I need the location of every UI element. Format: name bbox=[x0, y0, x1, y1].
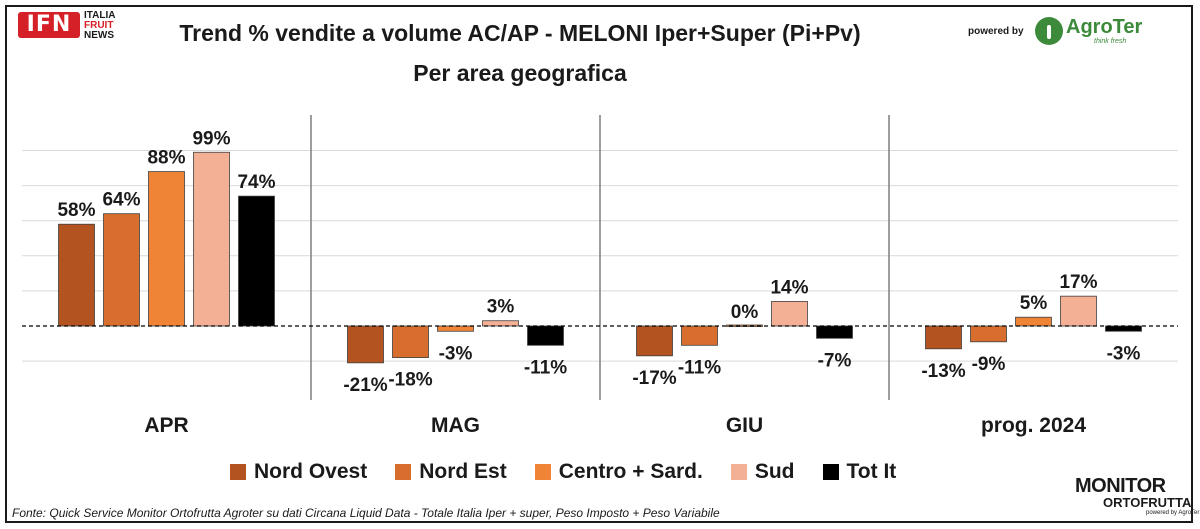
ifn-logo-text: ITALIA FRUIT NEWS bbox=[84, 11, 115, 41]
chart-legend: Nord Ovest Nord Est Centro + Sard. Sud Tot I… bbox=[230, 460, 924, 484]
data-label: 74% bbox=[237, 172, 275, 193]
bar-sud-1 bbox=[482, 320, 519, 327]
data-label: -3% bbox=[1107, 343, 1141, 364]
source-note: Fonte: Quick Service Monitor Ortofrutta … bbox=[12, 506, 720, 520]
legend-swatch bbox=[395, 464, 412, 480]
data-label: 3% bbox=[487, 297, 515, 318]
legend-label: Nord Est bbox=[419, 460, 507, 483]
bar-nord-est-0 bbox=[103, 213, 140, 327]
legend-label: Nord Ovest bbox=[254, 460, 368, 483]
bar-centro-sard--1 bbox=[437, 325, 474, 332]
legend-swatch bbox=[730, 464, 747, 480]
bar-nord-est-2 bbox=[681, 325, 718, 346]
powered-by-text: powered by bbox=[968, 26, 1024, 37]
bar-nord-ovest-0 bbox=[58, 223, 95, 327]
legend-label: Tot It bbox=[846, 460, 897, 483]
ifn-logo: IFN bbox=[18, 12, 80, 38]
data-label: 0% bbox=[731, 302, 759, 323]
bar-centro-sard--3 bbox=[1015, 316, 1052, 327]
legend-label: Centro + Sard. bbox=[558, 460, 703, 483]
legend-swatch bbox=[230, 464, 246, 480]
data-label: -9% bbox=[972, 354, 1006, 375]
bar-sud-0 bbox=[193, 151, 230, 327]
category-label: APR bbox=[144, 414, 188, 437]
bar-sud-2 bbox=[771, 301, 808, 327]
ifn-line-3: NEWS bbox=[84, 30, 114, 41]
category-label: MAG bbox=[431, 414, 480, 437]
agroter-logo-icon bbox=[1035, 17, 1063, 45]
bar-nord-est-3 bbox=[970, 325, 1007, 343]
data-label: 58% bbox=[57, 200, 95, 221]
chart-subtitle: Per area geografica bbox=[413, 60, 627, 86]
chart-title: Trend % vendite a volume AC/AP - MELONI … bbox=[179, 20, 861, 46]
data-label: -7% bbox=[818, 350, 852, 371]
bar-nord-ovest-3 bbox=[925, 325, 962, 350]
legend-item: Nord Est bbox=[395, 460, 507, 484]
legend-swatch bbox=[534, 464, 551, 480]
legend-item: Nord Ovest bbox=[230, 460, 367, 484]
data-label: 5% bbox=[1020, 293, 1048, 314]
bar-nord-ovest-2 bbox=[636, 325, 673, 357]
bar-tot-it-1 bbox=[527, 325, 564, 346]
monitor-logo-line-1: MONITOR bbox=[1075, 475, 1166, 497]
data-label: 88% bbox=[147, 148, 185, 169]
data-label: -11% bbox=[524, 357, 567, 378]
legend-label: Sud bbox=[754, 460, 795, 483]
bar-tot-it-3 bbox=[1105, 325, 1142, 332]
monitor-logo-line-2: ORTOFRUTTA bbox=[1103, 495, 1192, 510]
legend-item: Sud bbox=[730, 460, 795, 484]
data-label: -3% bbox=[439, 343, 473, 364]
agroter-name: AgroTer bbox=[1066, 16, 1143, 38]
category-label: GIU bbox=[726, 414, 763, 437]
data-label: -21% bbox=[343, 375, 387, 396]
data-label: -18% bbox=[388, 370, 432, 391]
agroter-tagline: think fresh bbox=[1094, 38, 1127, 45]
legend-item: Centro + Sard. bbox=[534, 460, 703, 484]
data-label: -11% bbox=[678, 357, 721, 378]
legend-item: Tot It bbox=[822, 460, 897, 484]
bar-tot-it-0 bbox=[238, 195, 275, 327]
data-label: 99% bbox=[192, 128, 230, 149]
data-label: 17% bbox=[1059, 272, 1097, 293]
bar-tot-it-2 bbox=[816, 325, 853, 339]
bar-nord-est-1 bbox=[392, 325, 429, 358]
category-label: prog. 2024 bbox=[981, 414, 1086, 437]
data-label: -13% bbox=[921, 361, 965, 382]
monitor-logo-by: powered by AgroTer bbox=[1146, 510, 1200, 516]
data-label: -17% bbox=[632, 368, 676, 389]
chart-frame bbox=[5, 5, 1193, 523]
bar-nord-ovest-1 bbox=[347, 325, 384, 364]
legend-swatch bbox=[822, 464, 839, 480]
bar-centro-sard--0 bbox=[148, 171, 185, 327]
ifn-line-2: FRUIT bbox=[84, 20, 114, 31]
data-label: 14% bbox=[770, 277, 808, 298]
bar-sud-3 bbox=[1060, 295, 1097, 327]
ifn-line-1: ITALIA bbox=[84, 10, 116, 21]
data-label: 64% bbox=[102, 190, 140, 211]
